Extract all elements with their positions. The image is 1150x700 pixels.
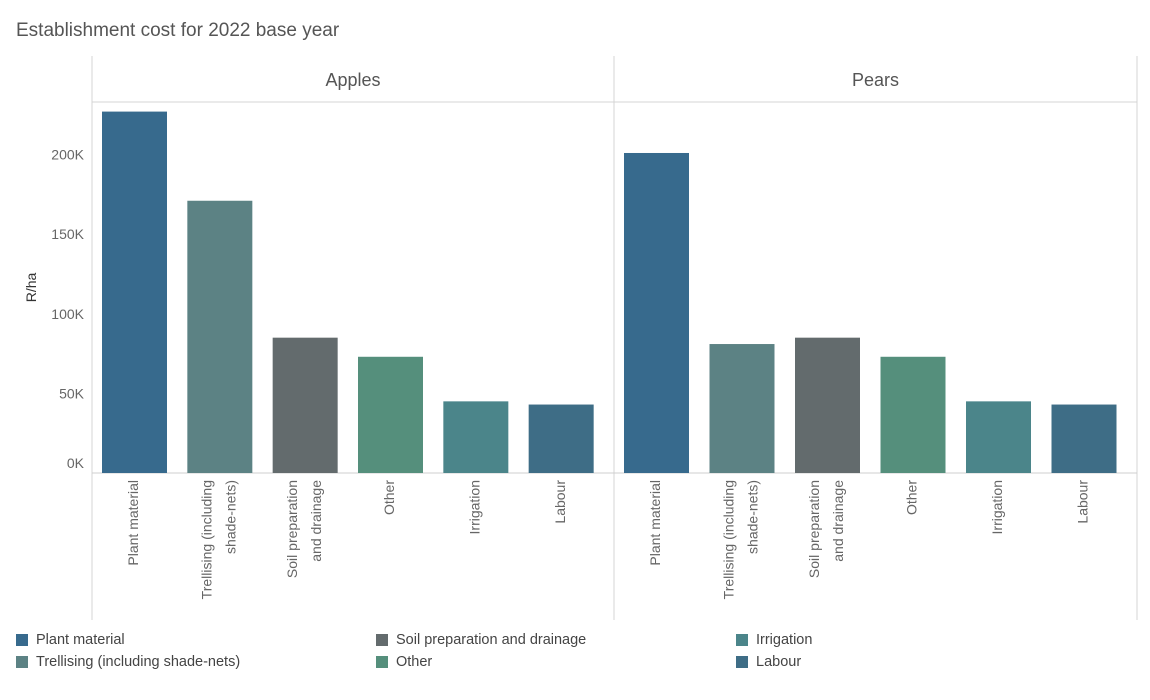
chart-legend: Plant material Trellising (including shad… bbox=[0, 632, 1150, 692]
bar-pears-2 bbox=[709, 344, 775, 473]
x-tick-label: Other bbox=[381, 480, 397, 515]
y-tick-label: 100K bbox=[51, 306, 84, 322]
bar-chart: R/ha 0K 50K 100K 150K 200K Apples Plant materia… bbox=[23, 56, 1138, 620]
x-tick-label: Trellising (including bbox=[721, 480, 737, 599]
legend-item: Irrigation bbox=[736, 632, 812, 648]
bar-pears-3 bbox=[795, 337, 860, 473]
bar-apples-3 bbox=[272, 337, 338, 473]
legend-swatch bbox=[16, 634, 28, 646]
legend-swatch bbox=[16, 656, 28, 668]
legend-item: Plant material bbox=[16, 632, 125, 648]
chart-title: Establishment cost for 2022 base year bbox=[16, 20, 340, 41]
bar-apples-4 bbox=[358, 356, 423, 473]
bar-apples-5 bbox=[443, 401, 509, 473]
x-tick-label: Irrigation bbox=[989, 480, 1005, 534]
legend-item: Labour bbox=[736, 654, 801, 670]
legend-item: Soil preparation and drainage bbox=[376, 632, 586, 648]
legend-label: Trellising (including shade-nets) bbox=[36, 654, 241, 670]
legend-swatch bbox=[376, 634, 388, 646]
legend-label: Soil preparation and drainage bbox=[396, 632, 587, 648]
bar-pears-6 bbox=[1051, 404, 1117, 473]
x-tick-label: Soil preparation bbox=[806, 480, 822, 578]
x-tick-label: Soil preparation bbox=[284, 480, 300, 578]
bar-pears-5 bbox=[966, 401, 1031, 473]
x-tick-label: Trellising (including bbox=[199, 480, 215, 599]
x-tick-label: Irrigation bbox=[467, 480, 483, 534]
x-tick-label: shade-nets) bbox=[745, 480, 761, 554]
panel-header-apples: Apples bbox=[325, 70, 380, 90]
bar-pears-4 bbox=[880, 356, 946, 473]
legend-label: Plant material bbox=[36, 632, 125, 648]
y-axis-label: R/ha bbox=[23, 273, 39, 303]
bar-pears-1 bbox=[624, 152, 689, 473]
x-tick-label: and drainage bbox=[830, 480, 846, 562]
x-tick-label: Plant material bbox=[647, 480, 663, 566]
x-tick-label: Plant material bbox=[125, 480, 141, 566]
y-tick-label: 50K bbox=[59, 385, 85, 401]
y-tick-label: 150K bbox=[51, 226, 84, 242]
bar-apples-6 bbox=[528, 404, 594, 473]
legend-swatch bbox=[736, 656, 748, 668]
x-tick-label: shade-nets) bbox=[223, 480, 239, 554]
legend-swatch bbox=[736, 634, 748, 646]
legend-item: Other bbox=[376, 654, 432, 670]
x-tick-label: Other bbox=[904, 480, 920, 515]
x-tick-label: and drainage bbox=[308, 480, 324, 562]
x-tick-label: Labour bbox=[1075, 480, 1091, 524]
y-tick-label: 0K bbox=[67, 455, 85, 471]
panel-header-pears: Pears bbox=[852, 70, 899, 90]
legend-label: Irrigation bbox=[756, 632, 813, 648]
y-tick-label: 200K bbox=[51, 147, 84, 163]
legend-item: Trellising (including shade-nets) bbox=[16, 654, 240, 670]
legend-swatch bbox=[376, 656, 388, 668]
x-tick-label: Labour bbox=[552, 480, 568, 524]
bar-apples-1 bbox=[102, 111, 167, 473]
bar-apples-2 bbox=[187, 200, 253, 473]
legend-label: Other bbox=[396, 654, 433, 670]
legend-label: Labour bbox=[756, 654, 802, 670]
